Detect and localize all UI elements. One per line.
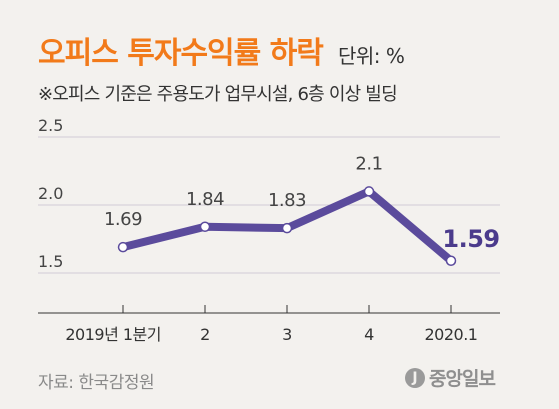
- y-tick-label: 1.5: [38, 252, 63, 271]
- y-tick-label: 2.5: [38, 116, 63, 135]
- data-label: 1.69: [104, 209, 142, 230]
- chart-subtitle: ※오피스 기준은 주용도가 업무시설, 6층 이상 빌딩: [38, 84, 398, 105]
- logo-text: 중앙일보: [429, 368, 496, 390]
- x-tick-label: 2020.1: [425, 325, 478, 344]
- data-point: [199, 221, 211, 233]
- source-note: 자료: 한국감정원: [38, 373, 155, 393]
- data-label: 1.84: [186, 189, 224, 210]
- data-point: [281, 222, 293, 234]
- x-tick-label: 2019년 1분기: [65, 325, 161, 344]
- data-label: 2.1: [355, 153, 382, 174]
- x-tick-label: 3: [282, 325, 292, 344]
- data-label: 1.83: [268, 190, 306, 211]
- x-tick-label: 4: [364, 325, 374, 344]
- publisher-logo: J 중앙일보: [405, 364, 496, 391]
- x-tick-label: 2: [200, 325, 210, 344]
- y-tick-label: 2.0: [38, 184, 63, 203]
- data-label-highlight: 1.59: [442, 225, 499, 253]
- chart-title: 오피스 투자수익률 하락: [38, 36, 324, 71]
- title-row: 오피스 투자수익률 하락 단위: %: [38, 28, 405, 72]
- unit-label: 단위: %: [337, 44, 405, 68]
- logo-mark-icon: J: [405, 367, 425, 388]
- data-point: [117, 241, 129, 253]
- data-point: [445, 255, 457, 267]
- data-point: [363, 186, 375, 197]
